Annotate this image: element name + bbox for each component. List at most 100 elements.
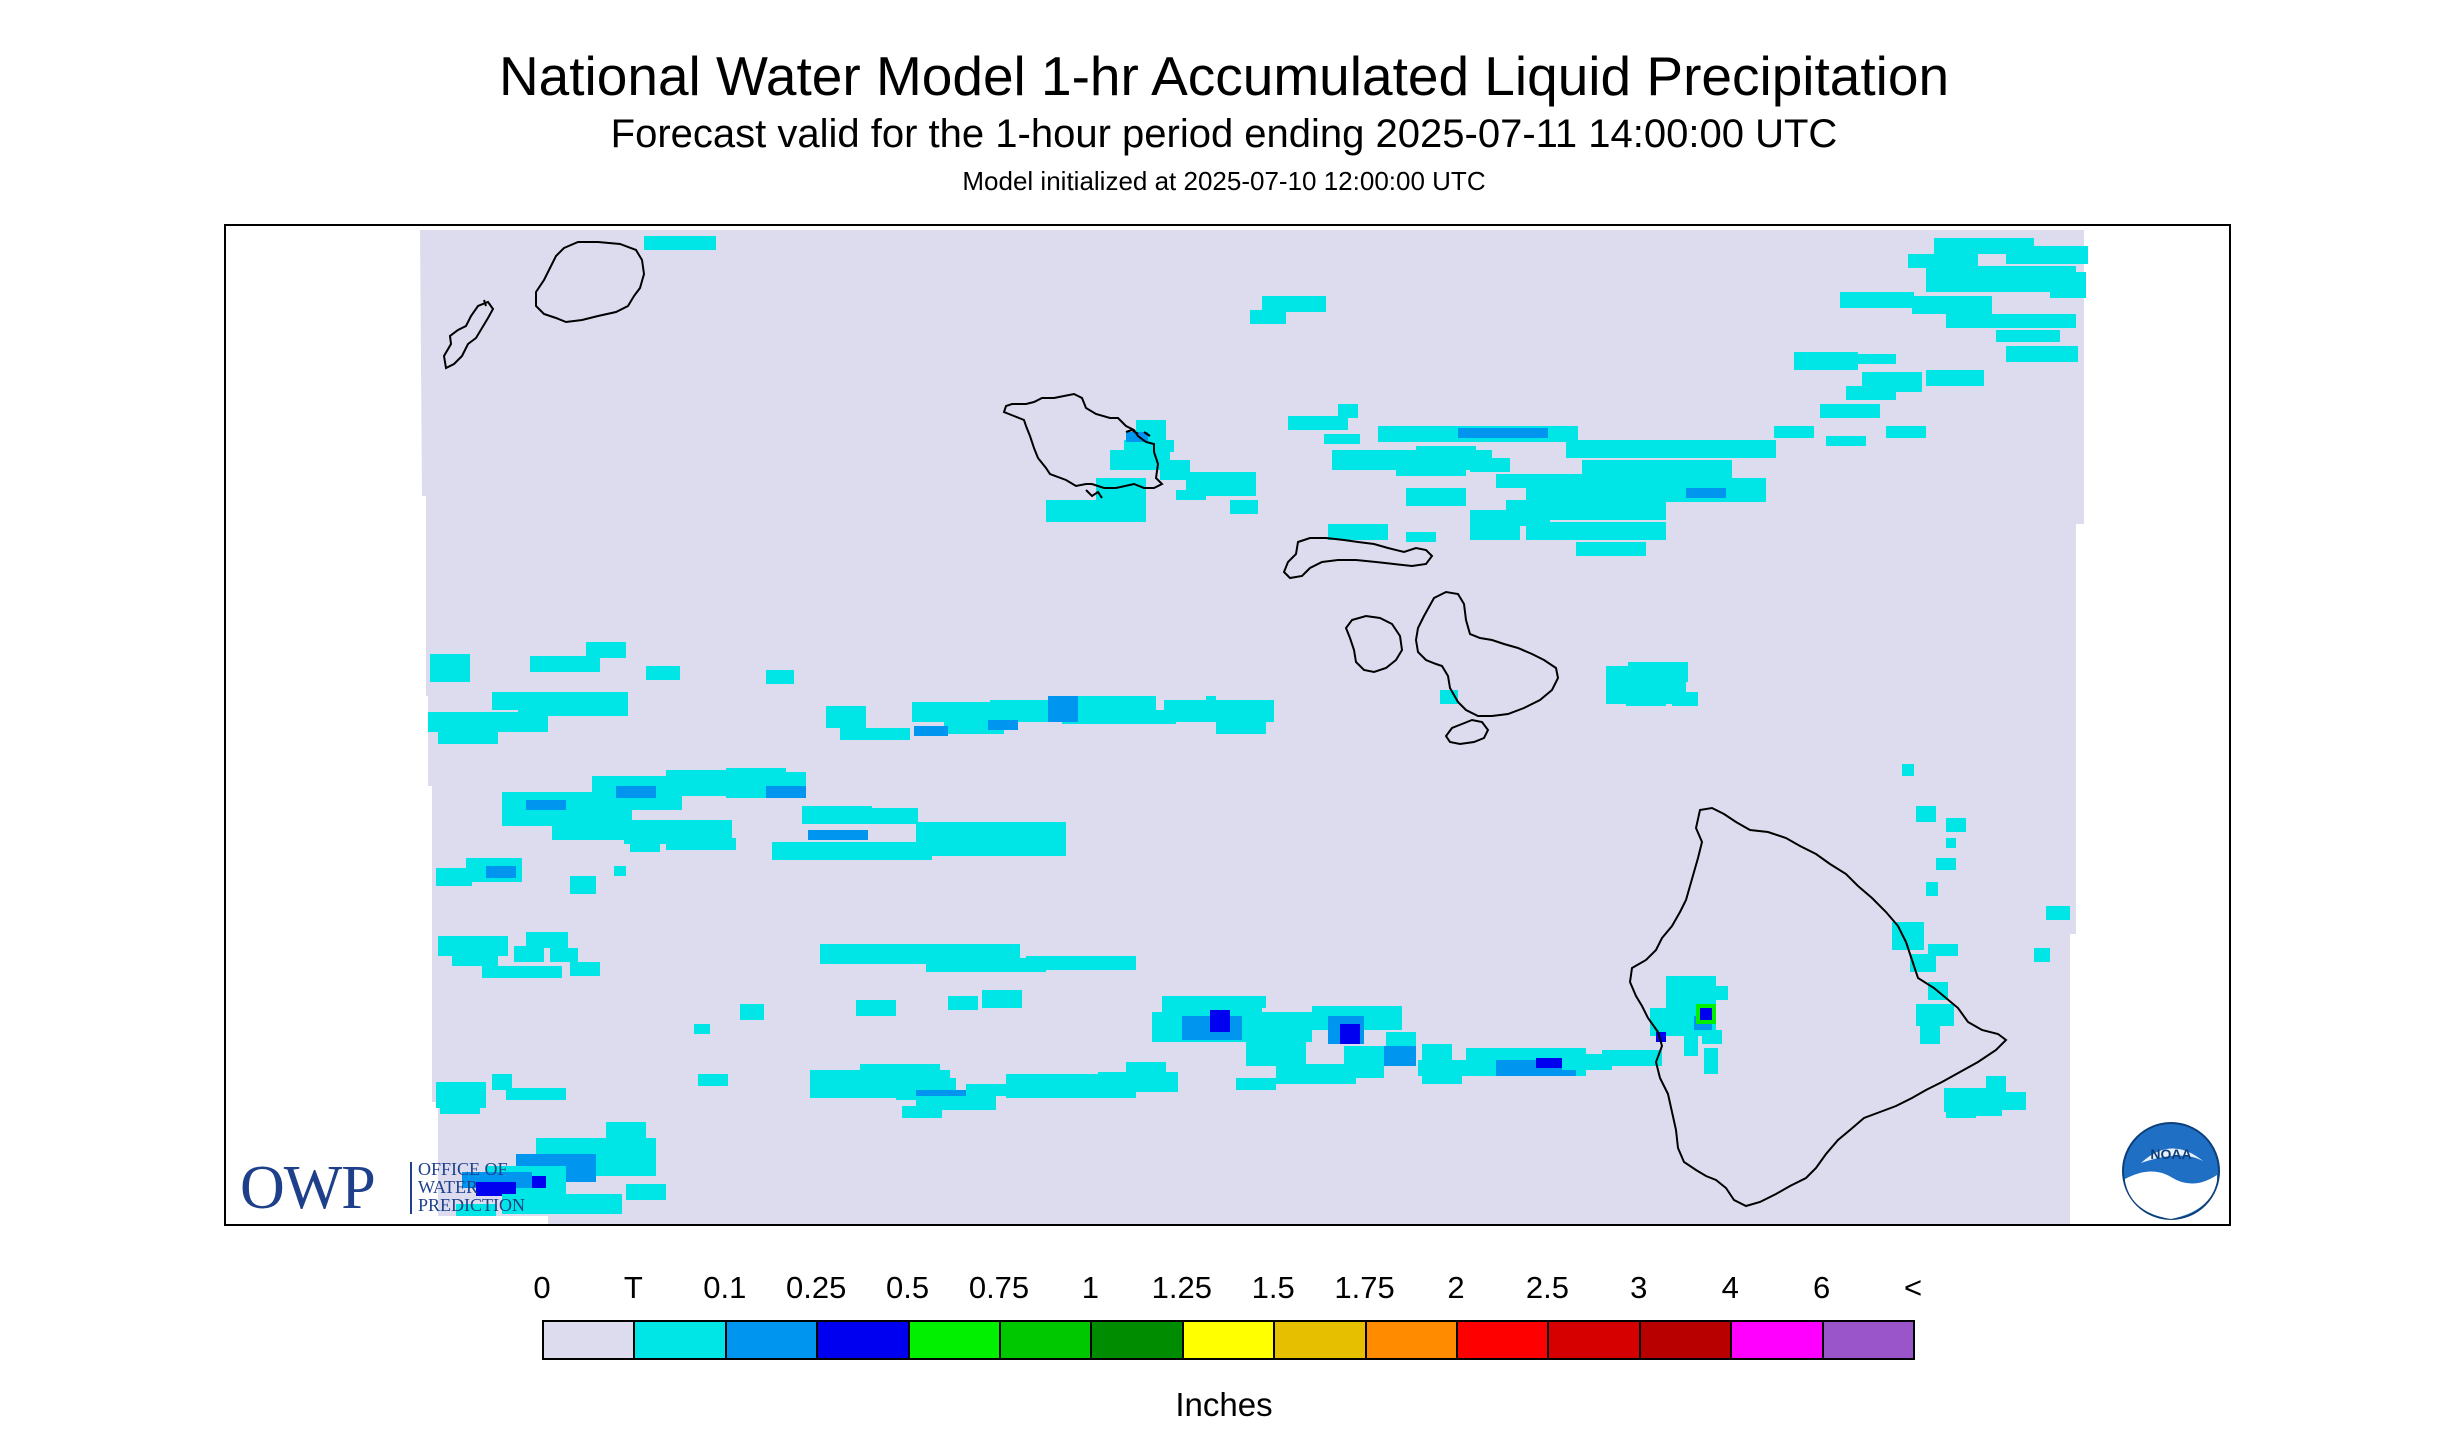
legend-swatch — [724, 1320, 819, 1360]
legend-swatch — [1638, 1320, 1733, 1360]
precip-cell — [1566, 440, 1776, 458]
legend-swatch — [1181, 1320, 1276, 1360]
legend-label: 6 — [1812, 1270, 1831, 1305]
legend-swatch — [1273, 1320, 1367, 1360]
precip-cell — [606, 1122, 646, 1144]
precip-cell — [1986, 1076, 2006, 1096]
precip-cell — [644, 236, 716, 250]
precip-cell — [1936, 858, 1956, 870]
legend-label: T — [623, 1270, 643, 1305]
precip-cell — [1946, 838, 1956, 848]
precip-layer — [428, 236, 2088, 1216]
legend-swatch — [1730, 1320, 1824, 1360]
precip-cell — [1684, 1036, 1698, 1056]
precip-cell — [1826, 436, 1866, 446]
precip-cell — [1458, 428, 1548, 438]
precip-cell — [1470, 526, 1520, 540]
precip-cell — [586, 642, 626, 658]
coast-oahu — [1002, 392, 1164, 499]
legend-label: 0.25 — [786, 1270, 847, 1305]
precip-cell — [1920, 1024, 1940, 1044]
coast-hawaii — [1628, 806, 2008, 1208]
precip-cell — [1582, 460, 1732, 478]
precip-cell — [1650, 1008, 1694, 1036]
precip-cell — [1916, 806, 1936, 822]
precip-cell — [1856, 354, 1896, 364]
legend-label: 3 — [1630, 1270, 1648, 1305]
precip-cell — [666, 838, 736, 850]
precip-cell — [988, 720, 1018, 730]
precip-cell — [698, 1074, 728, 1086]
precip-cell — [1840, 292, 1914, 308]
precip-cell — [916, 822, 1066, 856]
precip-cell — [1396, 462, 1466, 476]
precip-cell — [1702, 1030, 1722, 1044]
precip-cell — [1048, 696, 1078, 722]
precip-cell — [1846, 386, 1896, 400]
precip-cell — [1236, 1078, 1276, 1090]
precip-cell — [916, 1090, 966, 1100]
precip-cell — [1902, 764, 1914, 776]
precip-cell — [1946, 818, 1966, 832]
precip-cell — [1704, 1048, 1718, 1074]
owp-logo-line: OFFICE OF — [418, 1159, 508, 1179]
legend-swatch — [1547, 1320, 1641, 1360]
precip-cell — [1820, 404, 1880, 418]
precip-cell — [802, 806, 872, 824]
precip-cell — [1288, 416, 1348, 430]
precip-cell — [430, 654, 470, 682]
legend-swatch — [999, 1320, 1093, 1360]
precip-cell — [1126, 710, 1176, 724]
precip-cell — [2006, 346, 2078, 362]
precip-cell — [1262, 296, 1326, 312]
precip-cell — [1774, 426, 1814, 438]
precip-cell — [766, 786, 806, 798]
legend-label: 0 — [533, 1270, 551, 1305]
precip-cell — [586, 1146, 656, 1176]
precip-cell — [570, 876, 596, 894]
owp-logo-divider — [410, 1162, 412, 1214]
precip-cell — [1996, 1092, 2026, 1110]
legend-label: 0.5 — [886, 1270, 930, 1305]
precip-cell — [530, 656, 600, 672]
precip-cell — [616, 786, 656, 798]
precip-cell — [1328, 524, 1388, 540]
precip-cell — [1794, 352, 1858, 370]
legend-label: < — [1903, 1270, 1923, 1305]
precip-cell — [1160, 460, 1190, 480]
precip-cell — [1406, 532, 1436, 542]
noaa-logo-text: NOAA — [2150, 1146, 2191, 1162]
precip-cell — [1206, 696, 1216, 706]
precip-cell — [614, 866, 626, 876]
precip-cell — [550, 1196, 570, 1206]
owp-logo-mark: OWP — [240, 1154, 376, 1222]
precip-cell — [1716, 986, 1728, 1000]
precip-cell — [1672, 692, 1698, 706]
precip-cell — [740, 1004, 764, 1020]
precip-cell — [1230, 500, 1258, 514]
precip-cell — [514, 946, 544, 962]
precip-cell — [1926, 370, 1984, 386]
precip-cell — [1972, 1102, 2002, 1116]
legend-label: 2.5 — [1525, 1270, 1569, 1305]
precip-cell — [486, 866, 516, 878]
precip-cell — [856, 1000, 896, 1016]
precip-cell — [1246, 1026, 1306, 1066]
noaa-logo: NOAA — [2122, 1122, 2220, 1220]
precip-cell — [438, 726, 498, 744]
precip-cell — [436, 868, 472, 886]
precip-cell — [1686, 488, 1726, 498]
precip-cell — [1910, 954, 1936, 972]
legend-label: 0.1 — [703, 1270, 747, 1305]
precip-cell — [2050, 272, 2086, 298]
precip-cell — [766, 670, 794, 684]
precip-cell — [1470, 458, 1510, 472]
precip-cell — [1656, 1032, 1666, 1042]
owp-logo-text: OFFICE OF WATER PREDICTION — [418, 1160, 525, 1214]
precip-cell — [1216, 996, 1266, 1008]
legend-swatch — [1456, 1320, 1550, 1360]
precip-cell — [1096, 478, 1146, 500]
precip-cell — [1602, 1050, 1662, 1066]
precip-cell — [1562, 1054, 1612, 1070]
legend-swatch — [542, 1320, 636, 1360]
